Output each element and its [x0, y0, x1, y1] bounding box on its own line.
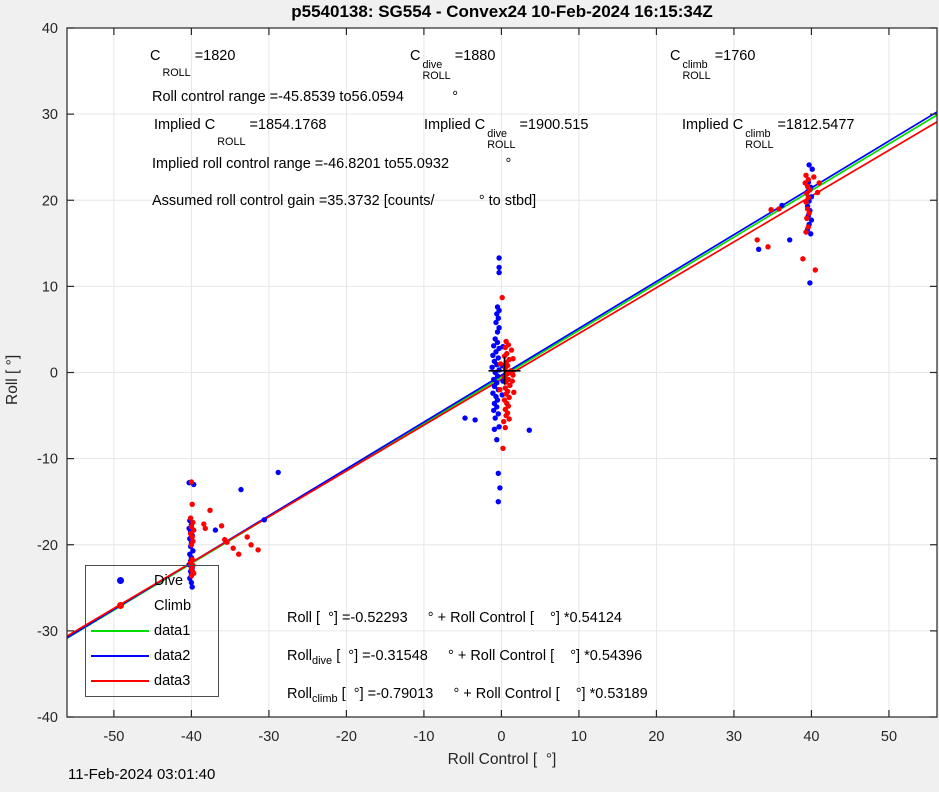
svg-text:30: 30 [726, 729, 742, 745]
axes-frame [66, 27, 938, 718]
legend-label-climb: Climb [154, 597, 192, 614]
svg-text:50: 50 [881, 729, 897, 745]
svg-text:-10: -10 [37, 452, 58, 468]
climb-points [187, 172, 822, 579]
legend-label-data3: data3 [154, 673, 191, 690]
svg-text:-10: -10 [413, 729, 434, 745]
x-axis-label: Roll Control [ °] [447, 751, 557, 768]
x-tick-labels: -50 -40 -30 -20 -10 0 10 20 30 40 50 [103, 729, 897, 745]
svg-text:-40: -40 [181, 729, 202, 745]
legend-item-dive[interactable]: Dive [86, 569, 218, 593]
climb-marker-icon [116, 602, 124, 610]
equation-roll-all: Roll [ °] =-0.52293 ° + Roll Control [ °… [287, 610, 622, 626]
svg-text:40: 40 [803, 729, 819, 745]
svg-text:-20: -20 [336, 729, 357, 745]
svg-text:-30: -30 [37, 624, 58, 640]
annotation-implied-roll-control-range: Implied roll control range =-46.8201 to5… [152, 156, 512, 172]
dive-points [186, 162, 815, 590]
annotation-roll-control-range: Roll control range =-45.8539 to56.0594 ° [152, 89, 459, 105]
mean-cross-marker [488, 356, 521, 385]
legend-item-data1[interactable]: data1 [86, 619, 218, 643]
y-tick-labels: -40 -30 -20 -10 0 10 20 30 40 [37, 21, 58, 726]
y-axis-label: Roll [ °] [4, 354, 21, 406]
plot-timestamp: 11-Feb-2024 03:01:40 [68, 766, 216, 783]
annotation-assumed-gain: Assumed roll control gain =35.3732 [coun… [152, 193, 537, 209]
data3-line-icon [91, 680, 149, 683]
svg-text:20: 20 [648, 729, 664, 745]
equation-roll-dive: Rolldive [ °] =-0.31548 ° + Roll Control… [287, 648, 643, 667]
svg-text:10: 10 [571, 729, 587, 745]
legend-label-data1: data1 [154, 622, 191, 639]
legend-label-dive: Dive [154, 572, 184, 589]
data2-line-icon [91, 655, 149, 658]
svg-text:0: 0 [497, 729, 505, 745]
legend[interactable]: Dive Climb data1 data2 data3 [85, 565, 219, 697]
svg-text:-40: -40 [37, 710, 58, 726]
svg-text:-20: -20 [37, 538, 58, 554]
svg-text:0: 0 [50, 366, 58, 382]
annotation-c-roll: C ROLL =1820 [150, 48, 236, 79]
legend-item-data2[interactable]: data2 [86, 644, 218, 668]
legend-item-climb[interactable]: Climb [86, 594, 218, 618]
svg-text:20: 20 [42, 193, 58, 209]
svg-text:10: 10 [42, 279, 58, 295]
svg-text:-50: -50 [103, 729, 124, 745]
legend-label-data2: data2 [154, 648, 191, 665]
svg-text:30: 30 [42, 107, 58, 123]
equation-roll-climb: Rollclimb [ °] =-0.79013 ° + Roll Contro… [287, 686, 648, 705]
svg-text:40: 40 [42, 21, 58, 37]
annotation-implied-c-roll: Implied C ROLL =1854.1768 [154, 117, 327, 148]
dive-marker-icon [116, 577, 124, 585]
chart-title: p5540138: SG554 - Convex24 10-Feb-2024 1… [291, 2, 713, 21]
data1-line-icon [91, 629, 149, 632]
legend-item-data3[interactable]: data3 [86, 669, 218, 693]
svg-text:-30: -30 [258, 729, 279, 745]
